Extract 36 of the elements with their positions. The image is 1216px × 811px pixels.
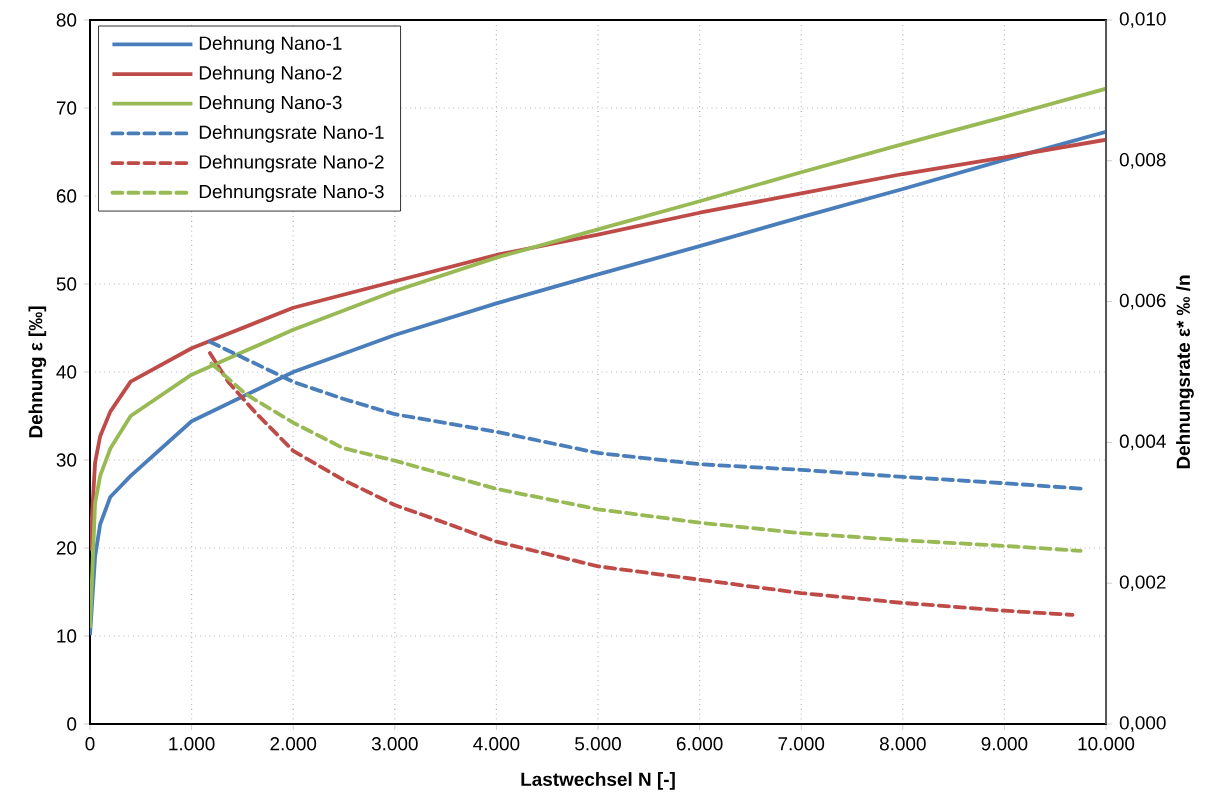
x-tick-label: 1.000: [169, 737, 215, 751]
legend-label: Dehnungsrate Nano-2: [199, 154, 384, 173]
y2-tick-label: 0,008: [1119, 152, 1166, 169]
x-tick-label: 9.000: [981, 737, 1028, 751]
y-tick-label: 50: [56, 277, 77, 291]
y-tick-label: 60: [56, 189, 77, 203]
x-tick-label: 0: [85, 737, 95, 751]
y2-tick-label: 0,006: [1119, 293, 1166, 310]
x-tick-label: 6.000: [676, 737, 723, 751]
x-tick-label: 7.000: [778, 737, 825, 751]
y2-tick-label: 0,010: [1119, 12, 1166, 28]
y2-tick-label: 0,004: [1119, 434, 1166, 451]
y-tick-label: 0: [67, 717, 77, 731]
y-tick-label: 20: [56, 541, 77, 555]
legend-label: Dehnungsrate Nano-3: [199, 184, 384, 203]
legend-label: Dehnung Nano-3: [199, 95, 342, 114]
legend-label: Dehnung Nano-2: [199, 65, 342, 84]
y-tick-label: 80: [56, 13, 77, 27]
x-tick-label: 8.000: [879, 737, 926, 751]
legend-label: Dehnungsrate Nano-1: [199, 125, 384, 143]
y2-axis-title: Dehnungsrate ε* ‰ /n: [1176, 275, 1194, 469]
x-tick-label: 2.000: [270, 737, 317, 751]
legend-label: Dehnung Nano-1: [199, 36, 342, 54]
y-tick-label: 30: [56, 453, 77, 467]
y2-tick-label: 0,000: [1119, 716, 1166, 732]
y-tick-label: 70: [56, 101, 77, 115]
y-axis-title: Dehnung ε [‰]: [28, 306, 47, 438]
x-tick-label: 5.000: [575, 737, 621, 751]
y2-tick-label: 0,002: [1119, 575, 1166, 592]
line-series: [209, 361, 1083, 553]
y-tick-label: 10: [57, 629, 77, 643]
x-tick-label: 3.000: [371, 737, 418, 751]
y-tick-label: 40: [56, 365, 77, 379]
x-axis-title: Lastwechsel N [-]: [521, 772, 675, 790]
x-tick-label: 10.000: [1078, 737, 1135, 751]
x-tick-label: 4.000: [473, 737, 520, 751]
